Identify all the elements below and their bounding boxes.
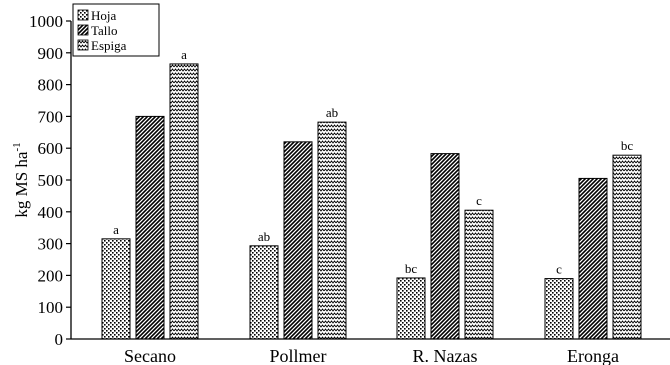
bar-hoja-rnazas	[396, 277, 426, 340]
y-tick-label: 200	[38, 266, 64, 285]
y-tick-label: 1000	[29, 12, 63, 31]
legend-label-tallo: Tallo	[91, 23, 118, 38]
y-tick-label: 100	[38, 298, 64, 317]
y-tick-label: 700	[38, 107, 64, 126]
legend-label-espiga: Espiga	[91, 38, 127, 53]
bars-group	[101, 63, 642, 340]
bar-significance-label: c	[476, 193, 482, 208]
y-axis-title: kg MS ha-1	[11, 142, 31, 217]
x-category-label: Pollmer	[270, 346, 327, 365]
bar-significance-label: a	[113, 222, 119, 237]
bar-espiga-rnazas	[464, 209, 494, 340]
y-axis-ticks: 0 100 200 300 400 500 600 700 800 900 1000	[29, 12, 71, 349]
x-category-label: Secano	[124, 346, 176, 365]
bar-espiga-eronga	[612, 154, 642, 340]
legend-swatch-tallo	[77, 24, 89, 36]
category-labels-group: Secano Pollmer R. Nazas Eronga	[124, 346, 619, 365]
legend-swatch-hoja	[77, 9, 89, 21]
y-tick-label: 800	[38, 76, 64, 95]
x-category-label: Eronga	[567, 346, 619, 365]
bar-tallo-rnazas	[430, 153, 460, 340]
legend-label-hoja: Hoja	[91, 8, 117, 23]
bar-significance-label: bc	[405, 261, 418, 276]
bar-significance-label: a	[181, 47, 187, 62]
bar-tallo-secano	[135, 115, 165, 340]
legend-swatch-espiga	[77, 39, 89, 51]
bar-significance-label: c	[556, 262, 562, 277]
y-tick-label: 900	[38, 44, 64, 63]
bar-tallo-pollmer	[283, 141, 313, 340]
bar-significance-label: bc	[621, 138, 634, 153]
bar-significance-label: ab	[326, 105, 338, 120]
y-tick-label: 0	[55, 330, 64, 349]
x-category-label: R. Nazas	[413, 346, 478, 365]
bar-tallo-eronga	[578, 177, 608, 340]
bar-significance-label: ab	[258, 229, 270, 244]
bar-espiga-pollmer	[317, 121, 347, 340]
y-tick-label: 300	[38, 235, 64, 254]
bar-hoja-secano	[101, 238, 131, 340]
data-labels-group: a a ab ab bc c c bc	[113, 47, 633, 277]
bar-espiga-secano	[169, 63, 199, 340]
bar-hoja-eronga	[544, 278, 574, 340]
bar-hoja-pollmer	[249, 245, 279, 340]
y-tick-label: 600	[38, 139, 64, 158]
y-tick-label: 500	[38, 171, 64, 190]
y-tick-label: 400	[38, 203, 64, 222]
